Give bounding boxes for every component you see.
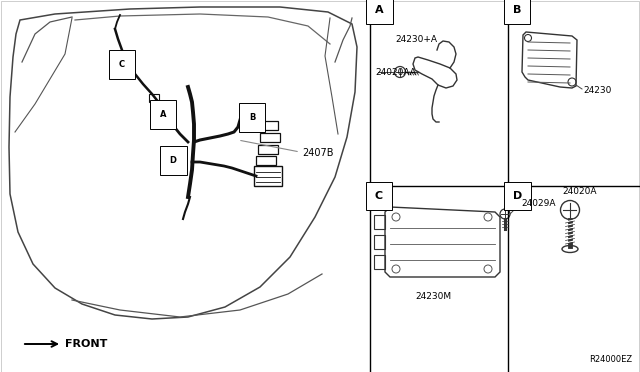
Text: FRONT: FRONT bbox=[65, 339, 108, 349]
Text: 24029A: 24029A bbox=[521, 199, 556, 208]
Bar bbox=[374, 215, 385, 229]
Text: 24020A: 24020A bbox=[562, 187, 596, 196]
Bar bbox=[374, 255, 385, 269]
Bar bbox=[157, 114, 167, 122]
Bar bbox=[260, 133, 280, 142]
Text: B: B bbox=[249, 112, 255, 122]
Text: 24230+A: 24230+A bbox=[395, 35, 437, 44]
Bar bbox=[258, 121, 278, 130]
Text: 2407B: 2407B bbox=[302, 148, 333, 158]
Text: A: A bbox=[375, 5, 383, 15]
Bar bbox=[153, 104, 163, 112]
Text: C: C bbox=[119, 60, 125, 68]
Text: R24000EZ: R24000EZ bbox=[589, 355, 632, 364]
Bar bbox=[256, 156, 276, 165]
Text: D: D bbox=[170, 155, 177, 164]
Text: 24230: 24230 bbox=[583, 86, 611, 94]
Text: 24020AA: 24020AA bbox=[375, 67, 416, 77]
Bar bbox=[374, 235, 385, 249]
Text: B: B bbox=[513, 5, 522, 15]
Text: D: D bbox=[513, 191, 522, 201]
Text: A: A bbox=[160, 109, 166, 119]
Bar bbox=[258, 145, 278, 154]
Text: C: C bbox=[375, 191, 383, 201]
Bar bbox=[149, 94, 159, 102]
Bar bbox=[254, 166, 282, 186]
Text: 24230M: 24230M bbox=[415, 292, 451, 301]
